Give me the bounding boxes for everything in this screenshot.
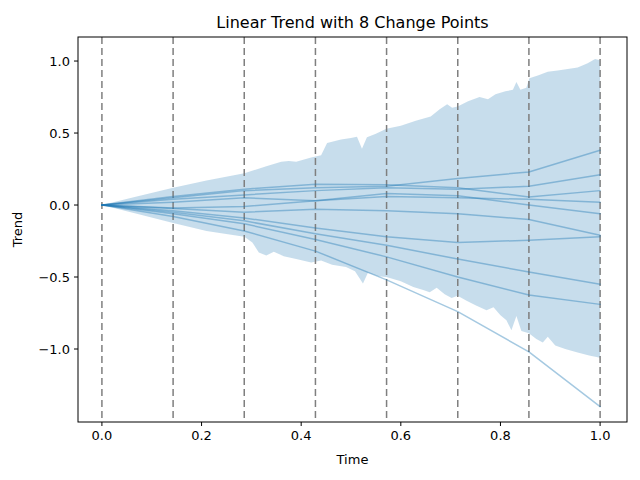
trend-chart: 0.0 0.2 0.4 0.6 0.8 1.0 1.0 0.5 0.0 −0.5 −1.0 Line… bbox=[0, 0, 640, 480]
y-tick-label: 0.0 bbox=[49, 198, 70, 213]
x-tick-label: 0.8 bbox=[490, 428, 511, 443]
y-axis-label: Trend bbox=[10, 212, 25, 249]
x-tick-label: 0.4 bbox=[291, 428, 312, 443]
y-tick-label: 0.5 bbox=[49, 126, 70, 141]
x-axis-label: Time bbox=[336, 452, 369, 467]
x-tick-label: 1.0 bbox=[590, 428, 611, 443]
x-tick-label: 0.6 bbox=[390, 428, 411, 443]
x-tick-label: 0.0 bbox=[92, 428, 113, 443]
y-tick-label: 1.0 bbox=[49, 54, 70, 69]
y-tick-label: −1.0 bbox=[38, 342, 70, 357]
figure: 0.0 0.2 0.4 0.6 0.8 1.0 1.0 0.5 0.0 −0.5 −1.0 Line… bbox=[0, 0, 640, 480]
x-tick-label: 0.2 bbox=[191, 428, 212, 443]
y-tick-label: −0.5 bbox=[38, 270, 70, 285]
chart-title: Linear Trend with 8 Change Points bbox=[216, 13, 488, 32]
